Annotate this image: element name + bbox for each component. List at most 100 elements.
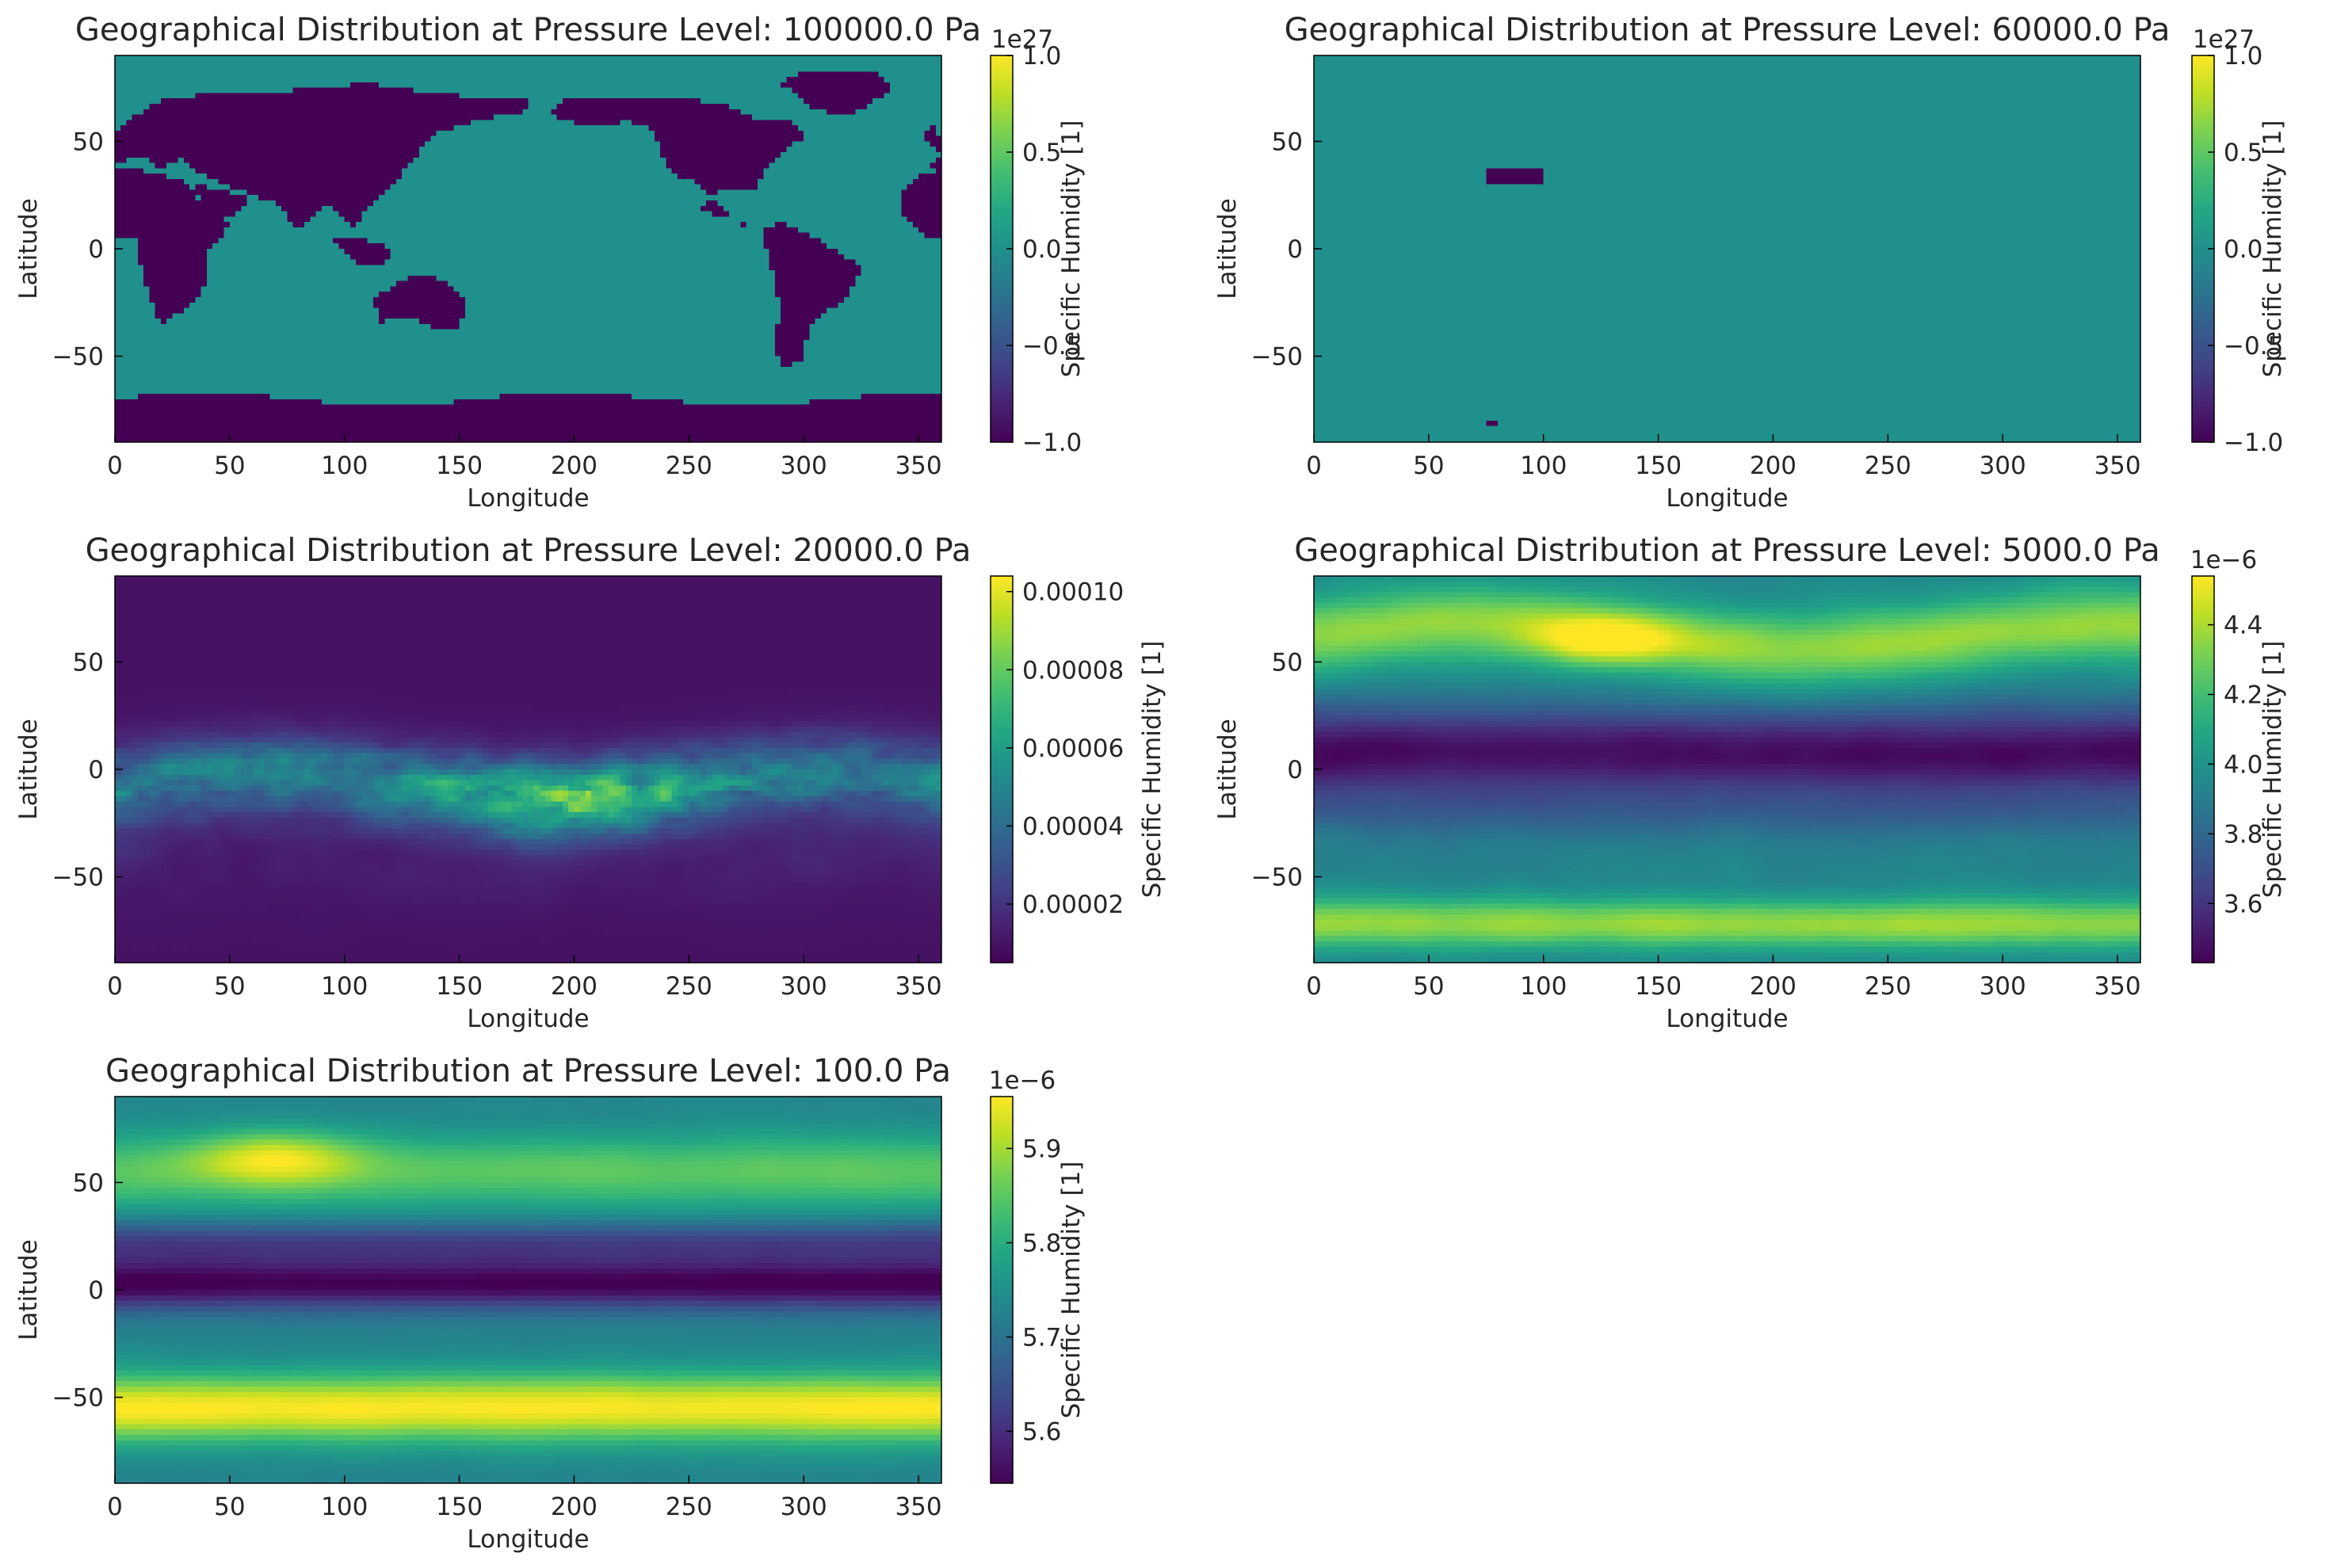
colorbar	[2191, 575, 2215, 963]
colorbar-tick-label: 0.5	[2224, 139, 2262, 167]
colorbar-tick-label: −1.0	[1022, 429, 1082, 457]
x-tick-label: 50	[1413, 452, 1444, 480]
x-tick-label: 250	[1865, 972, 1911, 1001]
x-tick-label: 50	[214, 1493, 245, 1521]
colorbar-tick-label: 0.0	[2224, 235, 2262, 264]
x-axis-label: Longitude	[1666, 484, 1788, 513]
y-tick-label: −50	[52, 864, 104, 892]
heatmap-image	[115, 576, 941, 963]
colorbar-tick-label: 4.4	[2224, 612, 2262, 640]
colorbar-tick-label: −1.0	[2224, 429, 2283, 457]
x-tick-label: 200	[551, 972, 598, 1001]
heatmap-image	[115, 55, 941, 442]
x-tick-label: 300	[781, 972, 827, 1001]
x-tick-label: 0	[107, 1493, 123, 1521]
x-axis-label: Longitude	[467, 484, 589, 513]
colorbar-label: Specific Humidity [1]	[2259, 120, 2287, 378]
x-tick-label: 300	[781, 1493, 827, 1521]
x-tick-label: 200	[551, 1493, 598, 1521]
colorbar-offset-label: 1e27	[2193, 25, 2255, 54]
colorbar-tick-label: −0.5	[2224, 332, 2283, 361]
x-tick-label: 100	[321, 972, 368, 1001]
subplot-5: 0 50 100 150 200 250 300 350 −50 0 50 Longitude Lati…	[14, 1053, 1086, 1554]
x-tick-label: 50	[1413, 972, 1444, 1001]
y-tick-label: 50	[1272, 648, 1303, 677]
chart-title: Geographical Distribution at Pressure Le…	[1294, 532, 2159, 569]
x-tick-label: 150	[436, 1493, 483, 1521]
colorbar-tick-label: 3.8	[2224, 820, 2262, 849]
colorbar	[990, 575, 1014, 963]
y-axis-label: Latitude	[14, 198, 43, 299]
colorbar-tick-label: 0.0	[1022, 235, 1061, 264]
colorbar-label: Specific Humidity [1]	[1057, 120, 1086, 378]
y-axis-label: Latitude	[1213, 198, 1242, 299]
x-axis-label: Longitude	[467, 1525, 589, 1554]
x-tick-label: 250	[666, 972, 712, 1001]
x-tick-label: 250	[666, 452, 712, 480]
chart-title: Geographical Distribution at Pressure Le…	[86, 532, 972, 569]
x-tick-label: 100	[321, 452, 368, 480]
y-tick-label: −50	[1251, 864, 1303, 892]
chart-title: Geographical Distribution at Pressure Le…	[75, 12, 981, 48]
x-tick-label: 250	[1865, 452, 1911, 480]
colorbar-label: Specific Humidity [1]	[1057, 1162, 1086, 1419]
y-axis-label: Latitude	[14, 1239, 43, 1341]
y-tick-label: 0	[88, 1276, 104, 1305]
x-tick-label: 50	[214, 452, 245, 480]
heatmap-image	[115, 1097, 941, 1483]
x-tick-label: 300	[1980, 452, 2026, 480]
x-tick-label: 350	[895, 1493, 941, 1521]
y-tick-label: 0	[1287, 235, 1303, 264]
subplot-1: 0 50 100 150 200 250 300 350 −50 0 50 Longitude Lati…	[14, 12, 1086, 513]
x-tick-label: 350	[2094, 452, 2140, 480]
y-tick-label: 50	[73, 648, 104, 677]
colorbar-tick-label: 5.8	[1022, 1229, 1061, 1257]
colorbar-tick-label: 0.00010	[1022, 578, 1124, 607]
subplot-4: 0 50 100 150 200 250 300 350 −50 0 50 Longitude Lati…	[1213, 532, 2287, 1033]
x-tick-label: 150	[1635, 972, 1682, 1001]
x-tick-label: 200	[551, 452, 598, 480]
x-tick-label: 0	[1306, 452, 1322, 480]
x-tick-label: 200	[1750, 452, 1797, 480]
x-axis-label: Longitude	[1666, 1005, 1788, 1033]
colorbar-tick-label: 5.7	[1022, 1324, 1061, 1352]
colorbar-label: Specific Humidity [1]	[2259, 641, 2287, 898]
x-tick-label: 300	[1980, 972, 2026, 1001]
colorbar-tick-label: 0.5	[1022, 139, 1061, 167]
x-tick-label: 350	[895, 972, 941, 1001]
y-tick-label: 0	[1287, 756, 1303, 784]
x-tick-label: 200	[1750, 972, 1797, 1001]
colorbar-offset-label: 1e−6	[989, 1066, 1056, 1095]
y-tick-label: 50	[73, 1169, 104, 1197]
x-tick-label: 150	[1635, 452, 1682, 480]
subplot-3: 0 50 100 150 200 250 300 350 −50 0 50 Longitude Lati…	[14, 532, 1166, 1033]
y-tick-label: 50	[73, 128, 104, 156]
y-tick-label: −50	[52, 1384, 104, 1413]
x-tick-label: 0	[1306, 972, 1322, 1001]
x-tick-label: 150	[436, 972, 483, 1001]
chart-title: Geographical Distribution at Pressure Le…	[1285, 12, 2171, 48]
colorbar-tick-label: −0.5	[1022, 332, 1082, 361]
y-axis-label: Latitude	[1213, 719, 1242, 820]
heatmap-image	[1314, 55, 2140, 442]
colorbar-tick-label: 4.0	[2224, 750, 2262, 779]
y-tick-label: 0	[88, 235, 104, 264]
x-tick-label: 50	[214, 972, 245, 1001]
colorbar-tick-label: 0.00004	[1022, 812, 1124, 841]
x-tick-label: 100	[1520, 972, 1567, 1001]
colorbar-tick-label: 0.00006	[1022, 734, 1124, 763]
y-tick-label: 50	[1272, 128, 1303, 156]
x-tick-label: 300	[781, 452, 827, 480]
colorbar	[990, 1096, 1014, 1484]
x-tick-label: 350	[895, 452, 941, 480]
x-tick-label: 0	[107, 972, 123, 1001]
y-tick-label: −50	[52, 343, 104, 372]
x-tick-label: 250	[666, 1493, 712, 1521]
colorbar-tick-label: 1.0	[2224, 42, 2262, 71]
subplot-2: 0 50 100 150 200 250 300 350 −50 0 50 Longitude Lati…	[1213, 12, 2287, 513]
colorbar-offset-label: 1e27	[991, 25, 1053, 54]
chart-title: Geographical Distribution at Pressure Le…	[105, 1053, 951, 1089]
y-tick-label: −50	[1251, 343, 1303, 372]
colorbar-tick-label: 5.9	[1022, 1135, 1061, 1163]
